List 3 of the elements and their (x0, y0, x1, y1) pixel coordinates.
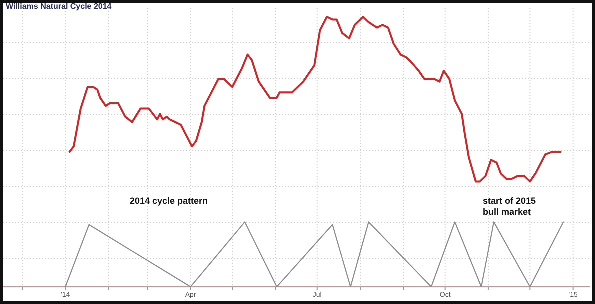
annotation: 2014 cycle pattern (130, 196, 208, 206)
chart-title: Williams Natural Cycle 2014 (6, 2, 112, 11)
annotation: start of 2015 bull market (483, 196, 536, 217)
